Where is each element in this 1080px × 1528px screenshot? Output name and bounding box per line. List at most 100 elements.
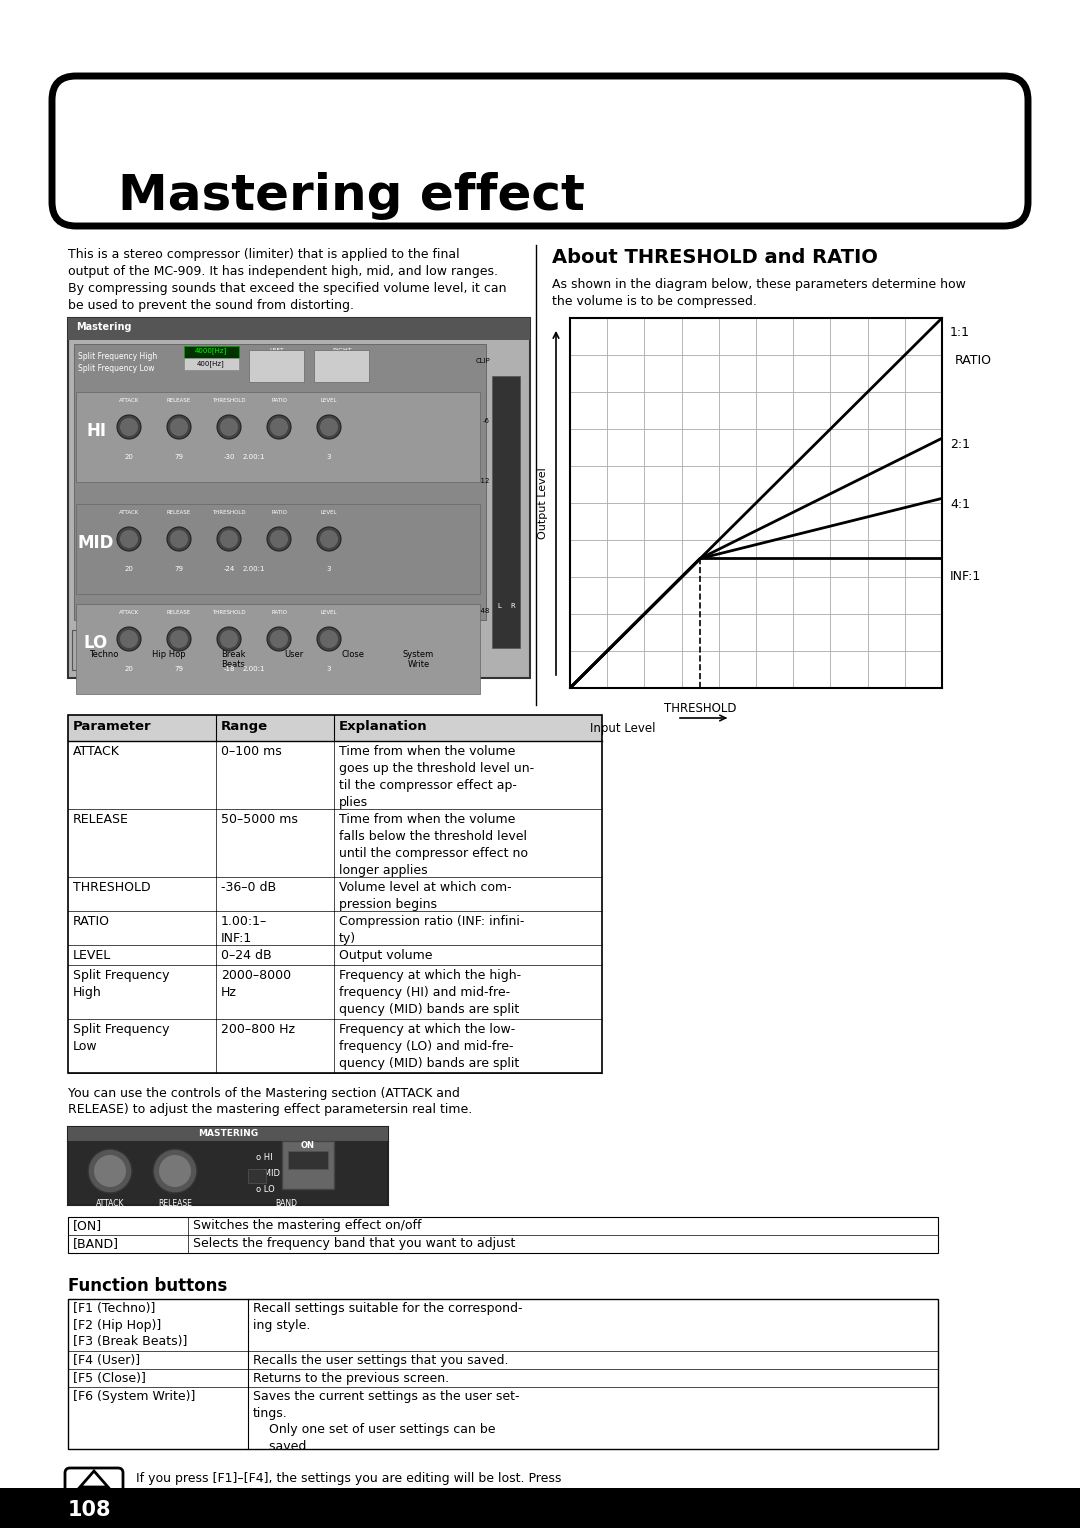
Text: Output Level: Output Level <box>538 468 548 539</box>
Text: 79: 79 <box>175 666 184 672</box>
Text: ON: ON <box>301 1141 315 1151</box>
Text: 1.00:1–
INF:1: 1.00:1– INF:1 <box>221 915 267 944</box>
Text: By compressing sounds that exceed the specified volume level, it can: By compressing sounds that exceed the sp… <box>68 283 507 295</box>
Text: L: L <box>497 604 501 610</box>
Text: ATTACK: ATTACK <box>119 397 139 403</box>
Bar <box>68 1216 939 1253</box>
Circle shape <box>318 527 341 552</box>
Text: -12: -12 <box>478 478 490 484</box>
Bar <box>202 630 265 669</box>
Bar <box>68 318 530 341</box>
Bar <box>68 715 602 741</box>
Circle shape <box>270 530 288 549</box>
Text: Hip Hop: Hip Hop <box>151 649 186 659</box>
Circle shape <box>320 530 338 549</box>
Circle shape <box>170 530 188 549</box>
Text: Range: Range <box>221 720 268 733</box>
Text: Saves the current settings as the user set-
tings.
    Only one set of user sett: Saves the current settings as the user s… <box>253 1390 519 1453</box>
Circle shape <box>167 527 191 552</box>
Text: ATTACK: ATTACK <box>73 746 120 758</box>
Bar <box>75 344 486 620</box>
Text: RATIO: RATIO <box>955 354 993 367</box>
Bar <box>68 318 530 678</box>
Text: This is a stereo compressor (limiter) that is applied to the final: This is a stereo compressor (limiter) th… <box>68 248 460 261</box>
Bar <box>76 393 480 481</box>
Bar <box>76 604 480 694</box>
Text: 20: 20 <box>124 454 134 460</box>
Text: MASTERING: MASTERING <box>198 1129 258 1138</box>
Circle shape <box>120 530 138 549</box>
Circle shape <box>170 630 188 648</box>
Circle shape <box>117 527 141 552</box>
Circle shape <box>87 1149 132 1193</box>
Text: RIGHT: RIGHT <box>333 348 352 353</box>
Circle shape <box>318 626 341 651</box>
Circle shape <box>217 527 241 552</box>
Text: System
Write: System Write <box>403 649 434 669</box>
Circle shape <box>217 416 241 439</box>
Text: Techno: Techno <box>89 649 118 659</box>
Text: 0–24 dB: 0–24 dB <box>221 949 272 963</box>
Text: 2.00:1: 2.00:1 <box>243 454 266 460</box>
Text: -30: -30 <box>224 454 234 460</box>
Text: RATIO: RATIO <box>271 397 287 403</box>
Bar <box>322 630 384 669</box>
Circle shape <box>270 630 288 648</box>
Text: Returns to the previous screen.: Returns to the previous screen. <box>253 1372 449 1384</box>
Text: output of the MC-909. It has independent high, mid, and low ranges.: output of the MC-909. It has independent… <box>68 264 498 278</box>
Circle shape <box>318 416 341 439</box>
Text: HI: HI <box>86 422 106 440</box>
Text: User: User <box>284 649 303 659</box>
Bar <box>288 1151 328 1169</box>
Text: Mastering: Mastering <box>76 322 132 332</box>
Text: o LO: o LO <box>256 1186 274 1193</box>
Circle shape <box>267 416 291 439</box>
Text: [F6] first to save them.: [F6] first to save them. <box>136 1488 280 1500</box>
FancyBboxPatch shape <box>65 1468 123 1507</box>
Bar <box>184 358 239 370</box>
Text: RELEASE) to adjust the mastering effect parametersin real time.: RELEASE) to adjust the mastering effect … <box>68 1103 472 1115</box>
Text: [F6 (System Write)]: [F6 (System Write)] <box>73 1390 195 1403</box>
Text: 200–800 Hz: 200–800 Hz <box>221 1024 295 1036</box>
Text: Switches the mastering effect on/off: Switches the mastering effect on/off <box>193 1219 421 1232</box>
Text: 2:1: 2:1 <box>950 439 970 451</box>
Text: THRESHOLD: THRESHOLD <box>212 397 246 403</box>
Text: RATIO: RATIO <box>271 510 287 515</box>
Text: [F5 (Close)]: [F5 (Close)] <box>73 1372 146 1384</box>
Bar <box>249 350 303 382</box>
Bar <box>314 350 369 382</box>
Text: Compression ratio (INF: infini-
ty): Compression ratio (INF: infini- ty) <box>339 915 525 944</box>
Text: Parameter: Parameter <box>73 720 151 733</box>
Text: Volume level at which com-
pression begins: Volume level at which com- pression begi… <box>339 882 512 911</box>
Text: Selects the frequency band that you want to adjust: Selects the frequency band that you want… <box>193 1238 515 1250</box>
Text: Recall settings suitable for the correspond-
ing style.: Recall settings suitable for the corresp… <box>253 1302 523 1331</box>
Text: the volume is to be compressed.: the volume is to be compressed. <box>552 295 757 309</box>
Text: 108: 108 <box>68 1500 111 1520</box>
Text: RELEASE: RELEASE <box>167 397 191 403</box>
Text: THRESHOLD: THRESHOLD <box>664 701 737 715</box>
Text: THRESHOLD: THRESHOLD <box>212 610 246 614</box>
Text: 1:1: 1:1 <box>950 325 970 339</box>
Circle shape <box>320 630 338 648</box>
Text: Output volume: Output volume <box>339 949 432 963</box>
Text: 79: 79 <box>175 565 184 571</box>
Text: ATTACK: ATTACK <box>119 510 139 515</box>
Text: 4:1: 4:1 <box>950 498 970 510</box>
Text: RELEASE: RELEASE <box>73 813 129 827</box>
Text: About THRESHOLD and RATIO: About THRESHOLD and RATIO <box>552 248 878 267</box>
Text: Explanation: Explanation <box>339 720 428 733</box>
Bar <box>267 630 320 669</box>
Circle shape <box>117 416 141 439</box>
Bar <box>137 630 200 669</box>
Text: 3: 3 <box>327 454 332 460</box>
Text: 20: 20 <box>124 666 134 672</box>
Circle shape <box>267 527 291 552</box>
Text: Split Frequency High: Split Frequency High <box>78 351 158 361</box>
Circle shape <box>167 626 191 651</box>
Circle shape <box>159 1155 191 1187</box>
Circle shape <box>120 630 138 648</box>
Text: Split Frequency
Low: Split Frequency Low <box>73 1024 170 1053</box>
Text: Frequency at which the high-
frequency (HI) and mid-fre-
quency (MID) bands are : Frequency at which the high- frequency (… <box>339 969 522 1016</box>
Text: As shown in the diagram below, these parameters determine how: As shown in the diagram below, these par… <box>552 278 966 290</box>
Text: You can use the controls of the Mastering section (ATTACK and: You can use the controls of the Masterin… <box>68 1086 460 1100</box>
